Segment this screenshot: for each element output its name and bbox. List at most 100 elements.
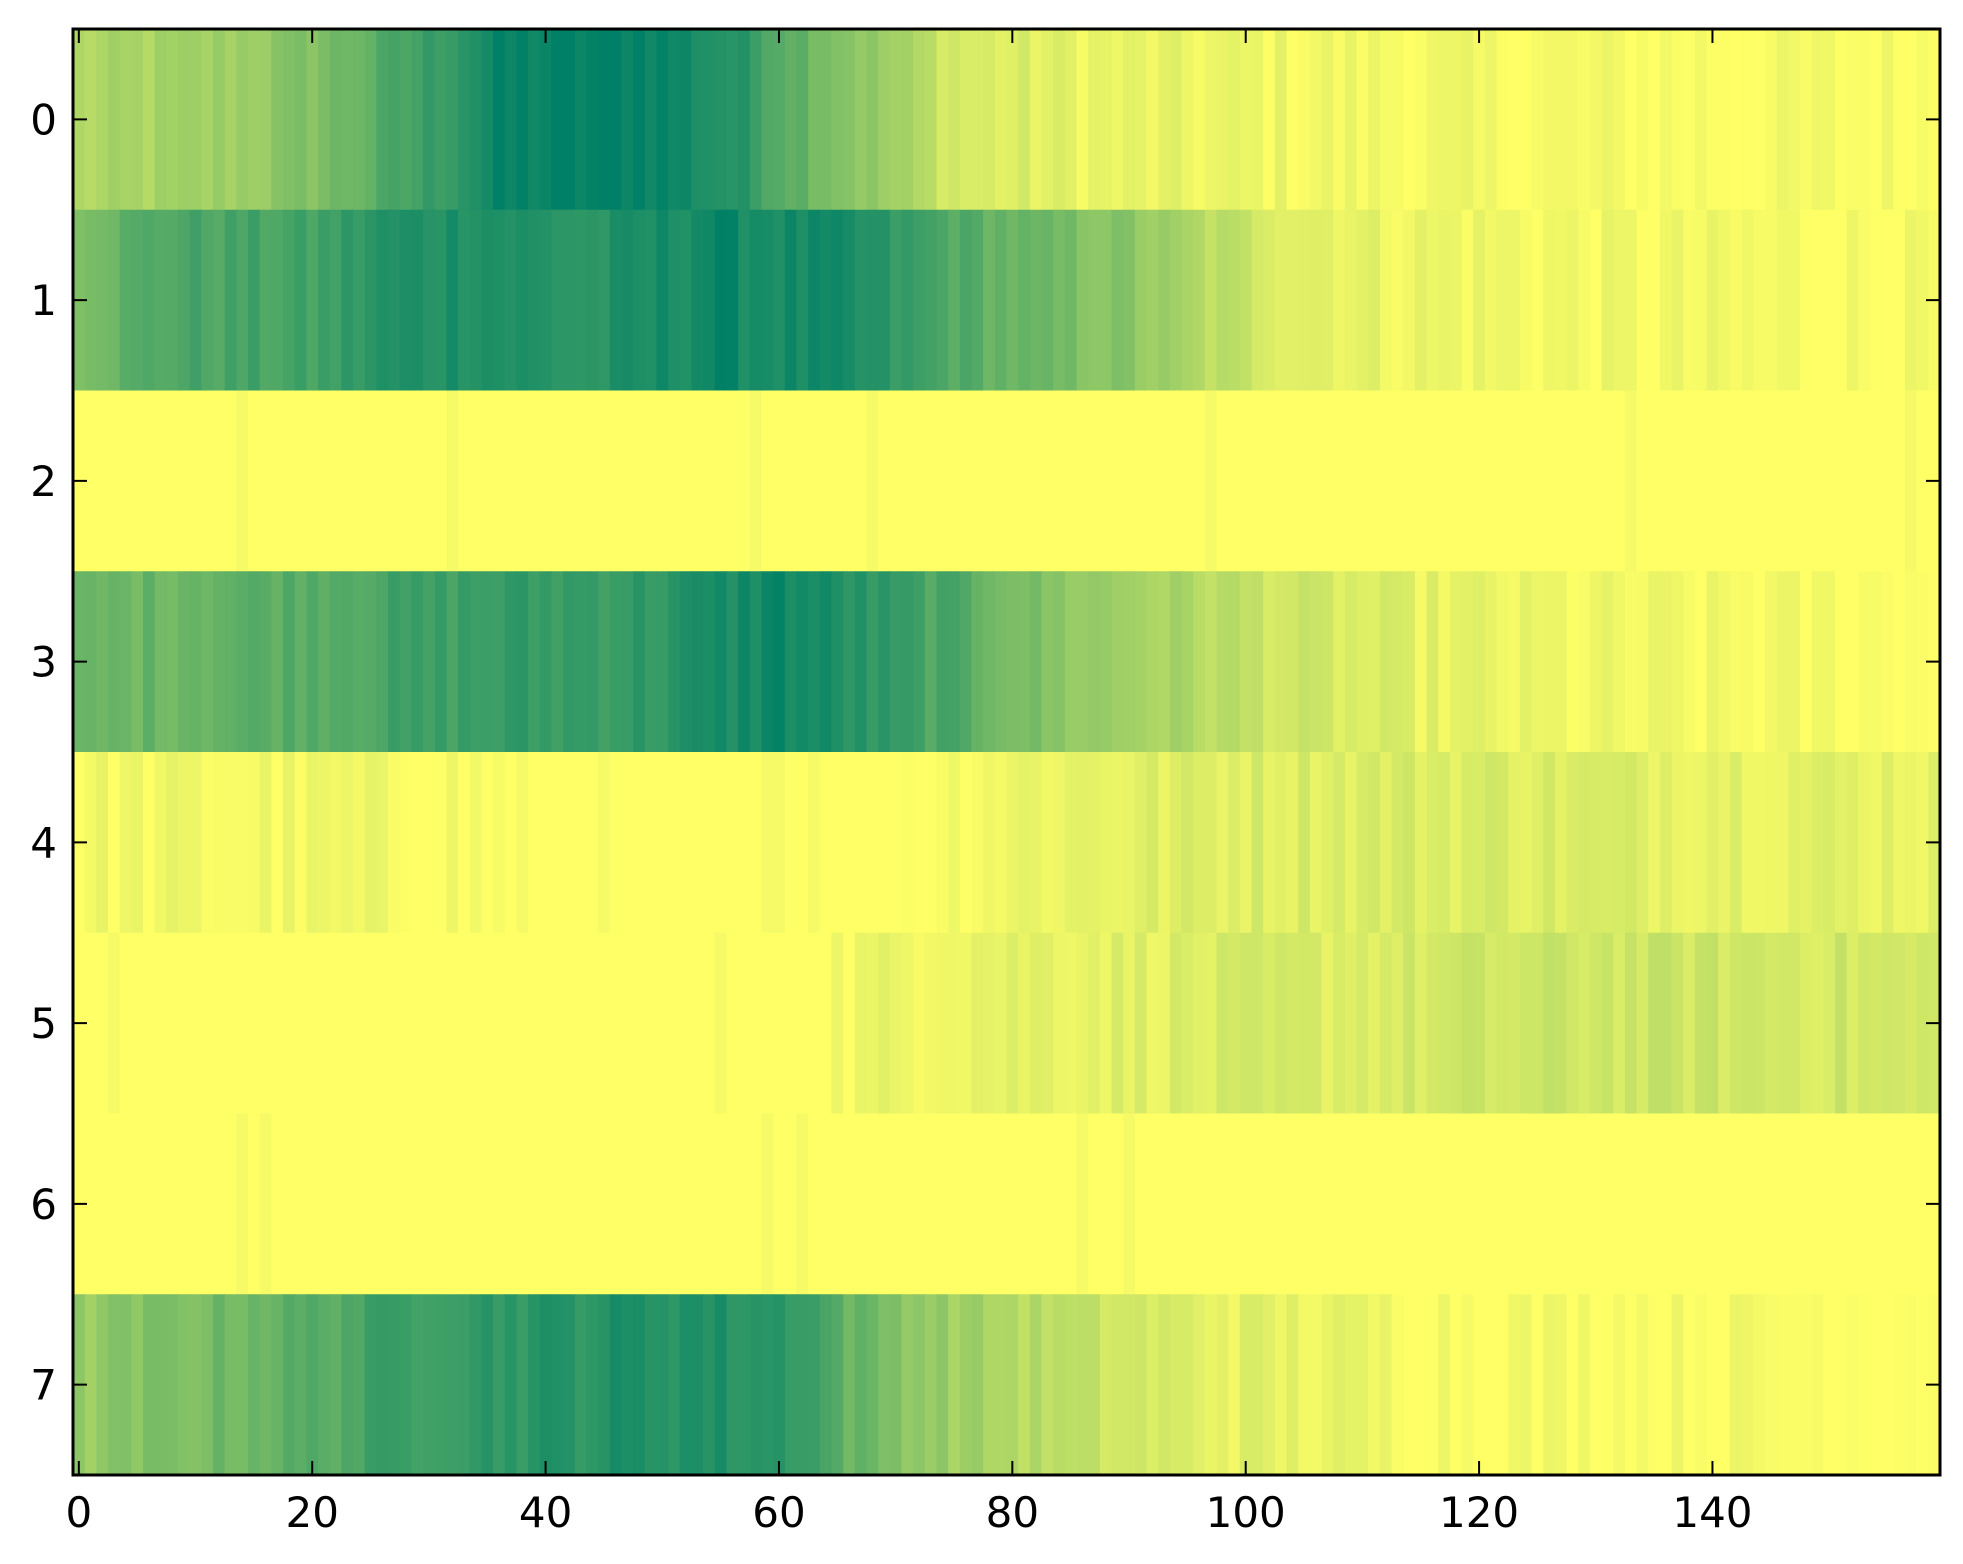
heatmap-cell (224, 209, 237, 392)
heatmap-cell (493, 209, 506, 392)
heatmap-cell (749, 209, 763, 392)
heatmap-cell (434, 1294, 447, 1476)
heatmap-cell (1146, 1294, 1159, 1476)
heatmap-cell (504, 932, 518, 1115)
heatmap-cell (1904, 1113, 1918, 1295)
heatmap-cell (458, 390, 471, 572)
heatmap-cell (1858, 1113, 1871, 1295)
heatmap-cell (1788, 752, 1801, 934)
heatmap-cell (1764, 209, 1778, 392)
heatmap-cell (598, 29, 611, 211)
heatmap-cell (808, 571, 821, 753)
heatmap-cell (948, 29, 961, 211)
heatmap-cell (738, 1113, 751, 1295)
heatmap-cell (388, 390, 401, 572)
heatmap-cell (213, 1294, 226, 1476)
heatmap-cell (353, 390, 366, 572)
heatmap-cell (714, 1294, 728, 1476)
heatmap-cell (924, 752, 938, 934)
heatmap-cell (621, 390, 634, 572)
heatmap-cell (434, 209, 447, 392)
x-tick-label: 100 (1206, 1488, 1286, 1537)
heatmap-cell (1123, 932, 1136, 1115)
heatmap-cell (551, 390, 564, 572)
heatmap-cell (1566, 390, 1579, 572)
heatmap-cell (376, 1294, 389, 1476)
heatmap-cell (493, 752, 506, 934)
heatmap-cell (1193, 571, 1206, 753)
heatmap-cell (808, 932, 821, 1115)
heatmap-cell (131, 752, 144, 934)
heatmap-cell (1368, 752, 1381, 934)
heatmap-cell (1554, 1294, 1568, 1476)
heatmap-cell (749, 571, 763, 753)
heatmap-cell (1508, 390, 1521, 572)
heatmap-cell (1053, 571, 1066, 753)
heatmap-cell (1029, 932, 1043, 1115)
heatmap-cell (1519, 932, 1533, 1115)
heatmap-cell (983, 752, 996, 934)
heatmap-cell (259, 571, 272, 753)
heatmap-cell (446, 209, 459, 392)
heatmap-cell (936, 390, 949, 572)
heatmap-cell (726, 29, 739, 211)
heatmap-cell (971, 29, 984, 211)
heatmap-cell (1216, 752, 1229, 934)
heatmap-cell (131, 932, 144, 1115)
heatmap-cell (178, 1113, 191, 1295)
heatmap-cell (1379, 29, 1393, 211)
heatmap-cell (1018, 1294, 1031, 1476)
heatmap-cell (586, 1113, 599, 1295)
heatmap-cell (878, 932, 891, 1115)
heatmap-cell (1309, 752, 1323, 934)
heatmap-cell (341, 1294, 354, 1476)
heatmap-cell (761, 29, 774, 211)
heatmap-cell (854, 932, 868, 1115)
heatmap-cell (668, 932, 681, 1115)
heatmap-cell (446, 932, 459, 1115)
heatmap-cell (1519, 1113, 1533, 1295)
heatmap-cell (1904, 29, 1918, 211)
heatmap-cell (1893, 932, 1906, 1115)
heatmap-cell (213, 29, 226, 211)
heatmap-cell (1426, 29, 1439, 211)
heatmap-cell (1041, 390, 1054, 572)
heatmap-cell (143, 1294, 156, 1476)
heatmap-cell (1589, 209, 1603, 392)
heatmap-cell (1356, 1294, 1369, 1476)
heatmap-cell (1659, 1294, 1673, 1476)
heatmap-cell (1228, 1113, 1241, 1295)
heatmap-cell (1461, 1294, 1474, 1476)
heatmap-cell (1076, 571, 1089, 753)
heatmap-cell (1834, 571, 1848, 753)
heatmap-cell (1648, 932, 1661, 1115)
heatmap-cell (901, 1294, 914, 1476)
heatmap-cell (1799, 390, 1813, 572)
heatmap-cell (621, 29, 634, 211)
heatmap-cell (1473, 390, 1486, 572)
heatmap-cell (901, 390, 914, 572)
heatmap-cell (318, 571, 331, 753)
heatmap-cell (1426, 752, 1439, 934)
heatmap-cell (1858, 29, 1871, 211)
heatmap-cell (446, 390, 459, 572)
heatmap-cell (108, 29, 121, 211)
heatmap-cell (1706, 932, 1719, 1115)
heatmap-cell (108, 932, 121, 1115)
heatmap-cell (1333, 571, 1346, 753)
heatmap-cell (1274, 932, 1288, 1115)
heatmap-cell (96, 752, 109, 934)
heatmap-cell (866, 752, 879, 934)
heatmap-cell (1566, 752, 1579, 934)
heatmap-cell (341, 29, 354, 211)
heatmap-cell (703, 390, 716, 572)
heatmap-cell (1799, 29, 1813, 211)
heatmap-cell (1694, 571, 1708, 753)
heatmap-cell (154, 932, 167, 1115)
x-tick-label: 0 (65, 1488, 92, 1537)
heatmap-cell (259, 1294, 272, 1476)
heatmap-cell (1823, 390, 1836, 572)
x-tick-label: 60 (752, 1488, 805, 1537)
heatmap-cell (1916, 209, 1929, 392)
heatmap-cell (749, 1113, 763, 1295)
